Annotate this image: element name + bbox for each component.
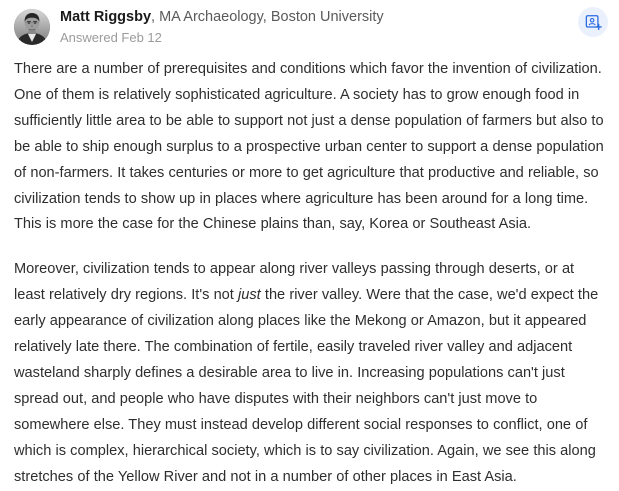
add-contact-button[interactable] [578, 7, 608, 37]
author-header: Matt Riggsby, MA Archaeology, Boston Uni… [0, 0, 619, 48]
paragraph-2-emphasis: just [238, 287, 261, 304]
paragraph-2-part-a: Moreover, civilization tends to appear a… [14, 261, 575, 304]
author-line: Matt Riggsby, MA Archaeology, Boston Uni… [60, 8, 384, 27]
paragraph-2-part-b: the river valley. Were that the case, we… [14, 287, 599, 485]
user-photo-avatar-icon [14, 9, 50, 45]
author-credentials: , MA Archaeology, Boston University [151, 9, 384, 25]
answer-paragraph-1: There are a number of prerequisites and … [14, 61, 604, 233]
add-contact-icon [585, 14, 602, 30]
answered-date: Answered Feb 12 [60, 30, 162, 45]
answer-body: There are a number of prerequisites and … [0, 57, 619, 491]
answer-paragraph-2: Moreover, civilization tends to appear a… [14, 257, 605, 490]
author-name[interactable]: Matt Riggsby [60, 9, 152, 25]
avatar[interactable] [14, 9, 50, 45]
author-meta: Matt Riggsby, MA Archaeology, Boston Uni… [60, 8, 384, 46]
